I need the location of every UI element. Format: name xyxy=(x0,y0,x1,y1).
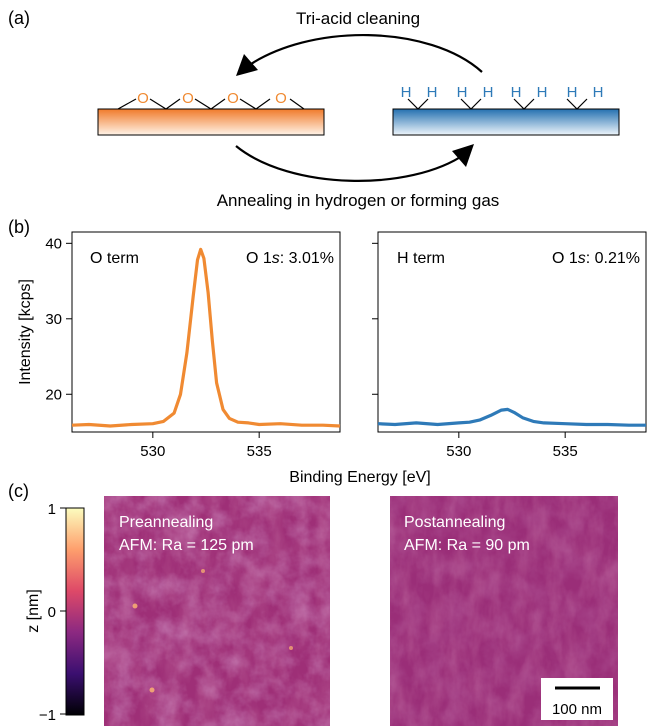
h-atom: H xyxy=(401,84,412,101)
h-termination-bonds xyxy=(407,98,588,110)
scale-bar: 100 nm xyxy=(541,678,613,720)
x-tick-label: 535 xyxy=(553,443,578,460)
afm-left-title: Preannealing xyxy=(119,514,213,531)
chart-annotation-left: H term xyxy=(397,250,445,267)
o-atoms: O O O O xyxy=(137,90,287,107)
annotation-italic: s xyxy=(272,250,280,267)
scale-bar-label: 100 nm xyxy=(552,701,602,718)
afm-image-preannealing xyxy=(104,496,330,726)
colorbar-ticks xyxy=(60,507,66,715)
annotation-prefix: O 1 xyxy=(246,250,272,267)
top-arrow-head-icon xyxy=(236,54,258,76)
h-atoms: H H H H H H H H xyxy=(401,84,604,101)
y-tick-label: 20 xyxy=(45,386,62,403)
o-termination-bonds xyxy=(117,98,305,110)
panel-c-label: (c) xyxy=(8,481,29,501)
h-atom: H xyxy=(457,84,468,101)
xps-chart-h-term: H term O 1s: 0.21% 530 535 xyxy=(372,231,647,460)
y-axis-label: Intensity [kcps] xyxy=(17,279,34,385)
plot-frame xyxy=(377,231,647,433)
x-tick-label: 530 xyxy=(446,443,471,460)
panel-a-label: (a) xyxy=(8,8,30,28)
annotation-prefix: O 1 xyxy=(552,250,578,267)
z-colorbar xyxy=(65,507,85,716)
x-axis-label: Binding Energy [eV] xyxy=(289,469,430,486)
o-atom: O xyxy=(137,90,149,107)
afm-left-subtitle: AFM: Ra = 125 pm xyxy=(119,537,254,554)
annealing-label: Annealing in hydrogen or forming gas xyxy=(217,191,500,210)
annotation-suffix: : 3.01% xyxy=(280,250,334,267)
o-atom: O xyxy=(275,90,287,107)
plot-frame xyxy=(71,231,341,433)
x-tick-label: 530 xyxy=(140,443,165,460)
o-atom: O xyxy=(182,90,194,107)
h-atom: H xyxy=(483,84,494,101)
spectrum-line xyxy=(377,407,646,427)
afm-right-title: Postannealing xyxy=(404,514,505,531)
tri-acid-label: Tri-acid cleaning xyxy=(296,9,420,28)
annotation-suffix: : 0.21% xyxy=(586,250,640,267)
panel-b-label: (b) xyxy=(8,217,30,237)
y-tick-label: 40 xyxy=(45,235,62,252)
xps-chart-o-term: O term O 1s: 3.01% Intensity [kcps] 530 5… xyxy=(17,231,341,460)
chart-annotation-right: O 1s: 0.21% xyxy=(552,250,640,267)
chart-annotation-right: O 1s: 3.01% xyxy=(246,250,334,267)
h-atom: H xyxy=(567,84,578,101)
bottom-arrow-head-icon xyxy=(452,144,474,167)
colorbar-tick-label: −1 xyxy=(39,707,56,724)
o-atom: O xyxy=(227,90,239,107)
h-atom: H xyxy=(427,84,438,101)
h-atom: H xyxy=(511,84,522,101)
afm-right-subtitle: AFM: Ra = 90 pm xyxy=(404,537,530,554)
colorbar-tick-label: 1 xyxy=(48,501,56,518)
spectrum-line xyxy=(71,247,341,428)
colorbar-label: z [nm] xyxy=(25,589,42,633)
o-terminated-substrate xyxy=(97,108,325,136)
h-atom: H xyxy=(537,84,548,101)
colorbar-tick-label: 0 xyxy=(48,604,56,621)
annotation-italic: s xyxy=(578,250,586,267)
top-curved-arrow xyxy=(244,33,483,73)
chart-annotation-left: O term xyxy=(90,250,139,267)
h-atom: H xyxy=(593,84,604,101)
h-terminated-substrate xyxy=(392,108,620,136)
y-tick-label: 30 xyxy=(45,311,62,328)
bottom-curved-arrow xyxy=(235,145,466,182)
x-tick-label: 535 xyxy=(247,443,272,460)
